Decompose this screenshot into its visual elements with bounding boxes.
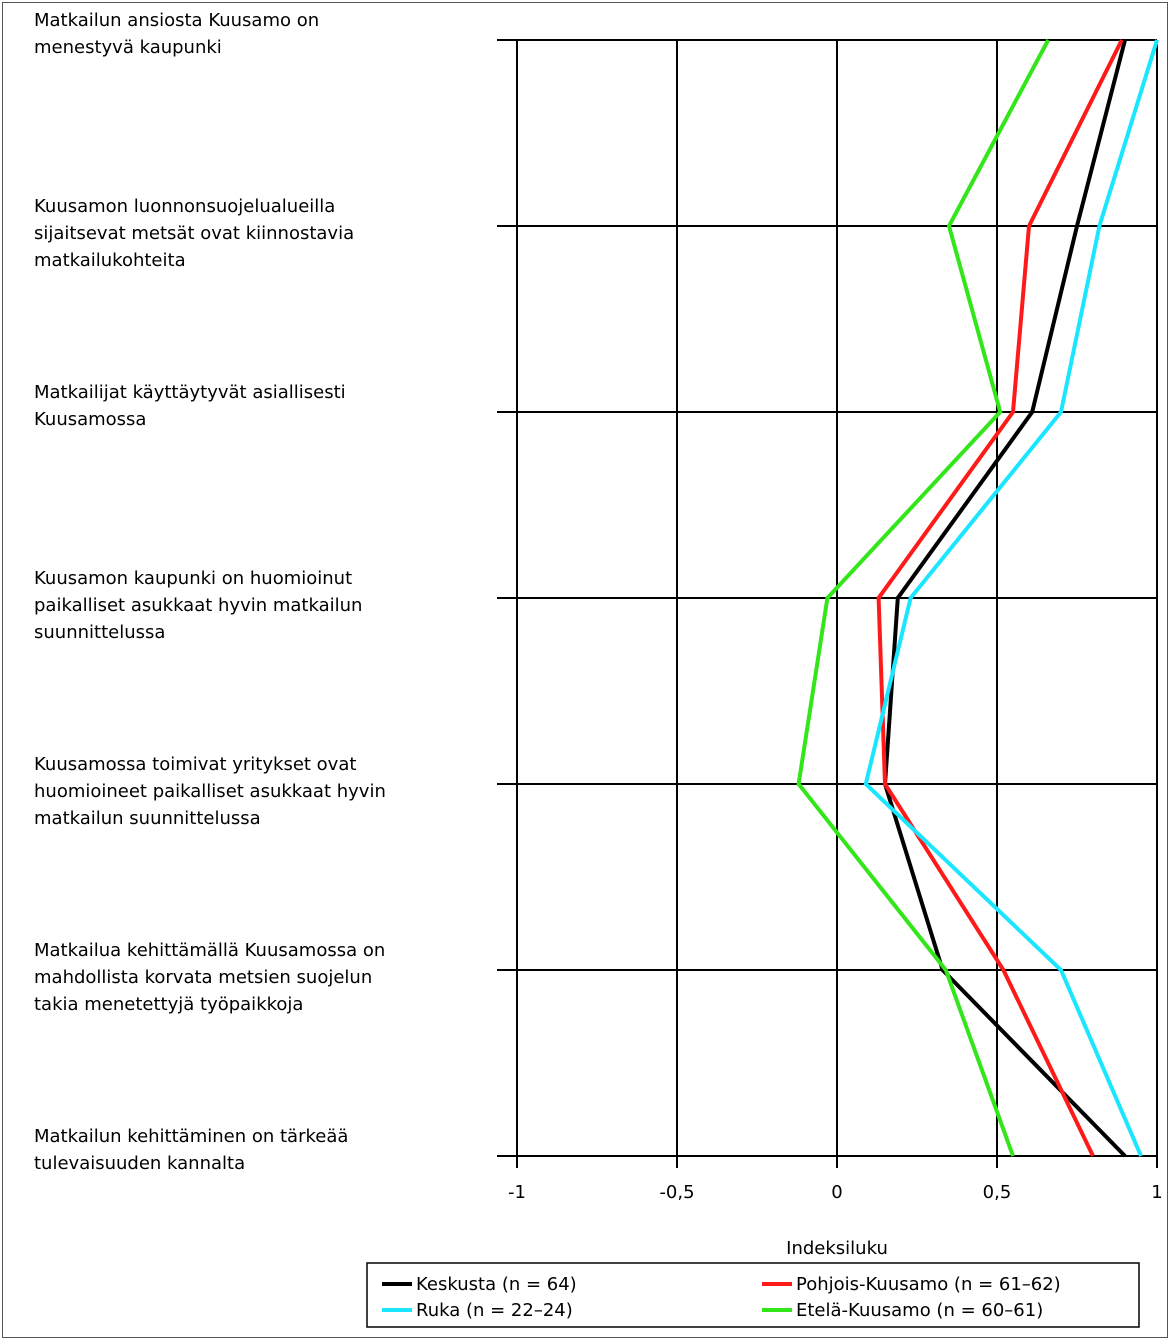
x-tick-label: 0 (831, 1182, 842, 1203)
series-line-1 (876, 39, 1124, 1157)
category-label-line: Matkailua kehittämällä Kuusamossa on (34, 940, 385, 961)
category-label-line: Matkailun ansiosta Kuusamo on (34, 10, 319, 31)
category-label-line: matkailun suunnittelussa (34, 808, 261, 829)
category-label-line: huomioineet paikalliset asukkaat hyvin (34, 781, 386, 802)
category-label: Matkailua kehittämällä Kuusamossa on mahd… (34, 940, 385, 1015)
category-label-line: takia menetettyjä työpaikkoja (34, 994, 303, 1015)
legend-label: Pohjois-Kuusamo (n = 61–62) (796, 1274, 1061, 1295)
series-line-0 (882, 39, 1127, 1158)
category-label: Kuusamon luonnonsuojelualueilla sijaitsev… (34, 196, 354, 271)
x-tick-label: 1 (1151, 1182, 1162, 1203)
x-tick-label: -1 (508, 1182, 526, 1203)
category-label-line: sijaitsevat metsät ovat kiinnostavia (34, 223, 354, 244)
category-label-line: tulevaisuuden kannalta (34, 1153, 245, 1174)
category-label: Matkailun ansiosta Kuusamo on menestyvä k… (34, 10, 319, 58)
category-label-line: suunnittelussa (34, 622, 165, 643)
category-label-line: matkailukohteita (34, 250, 186, 271)
category-label-line: Kuusamon luonnonsuojelualueilla (34, 196, 335, 217)
category-label-line: Kuusamon kaupunki on huomioinut (34, 568, 352, 589)
series-line-3 (796, 39, 1050, 1157)
category-label-line: paikalliset asukkaat hyvin matkailun (34, 595, 362, 616)
category-label-line: Matkailun kehittäminen on tärkeää (34, 1126, 348, 1147)
category-label-line: menestyvä kaupunki (34, 37, 222, 58)
category-label-line: Matkailijat käyttäytyvät asiallisesti (34, 382, 346, 403)
category-label: Kuusamon kaupunki on huomioinut paikallis… (34, 568, 362, 643)
category-label: Matkailun kehittäminen on tärkeää tulevai… (34, 1126, 348, 1174)
series-line-2 (863, 39, 1159, 1157)
category-label: Kuusamossa toimivat yritykset ovat huomio… (34, 754, 386, 829)
legend-label: Keskusta (n = 64) (416, 1274, 577, 1295)
category-label-line: Kuusamossa (34, 409, 146, 430)
legend-label: Etelä-Kuusamo (n = 60–61) (796, 1300, 1043, 1321)
legend-box (366, 1262, 1140, 1328)
category-label: Matkailijat käyttäytyvät asiallisesti Kuu… (34, 382, 346, 430)
legend-label: Ruka (n = 22–24) (416, 1300, 573, 1321)
x-tick-label: -0,5 (659, 1182, 694, 1203)
x-tick-label: 0,5 (983, 1182, 1012, 1203)
category-label-line: mahdollista korvata metsien suojelun (34, 967, 372, 988)
category-label-line: Kuusamossa toimivat yritykset ovat (34, 754, 356, 775)
x-axis-title: Indeksiluku (786, 1238, 888, 1259)
